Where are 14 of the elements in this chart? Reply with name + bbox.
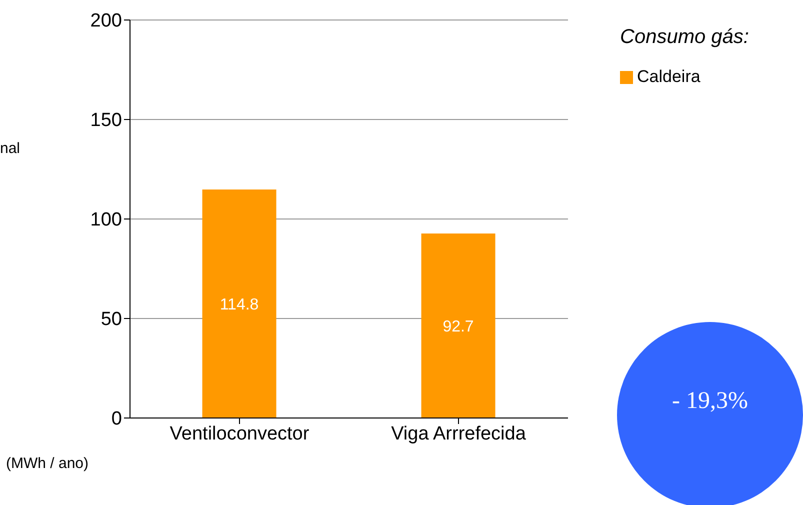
- text: (MWh / ano): [6, 455, 89, 472]
- y-tick-label: 100: [90, 210, 122, 231]
- y-tick-label: 200: [90, 10, 122, 32]
- data-label: 114.8: [220, 296, 259, 314]
- text: nal: [0, 140, 20, 157]
- legend-label: Caldeira: [636, 67, 702, 87]
- data-label: 92.7: [442, 318, 474, 336]
- x-tick-label: Ventiloconvector: [170, 423, 310, 444]
- y-tick-label: 0: [111, 408, 122, 430]
- legend-title: Consumo gás:: [620, 26, 749, 49]
- y-tick-label: 150: [90, 110, 122, 132]
- x-tick-label: Viga Arrrefecida: [391, 423, 526, 444]
- text: - 19,3%: [671, 388, 749, 415]
- y-tick-label: 50: [100, 309, 122, 330]
